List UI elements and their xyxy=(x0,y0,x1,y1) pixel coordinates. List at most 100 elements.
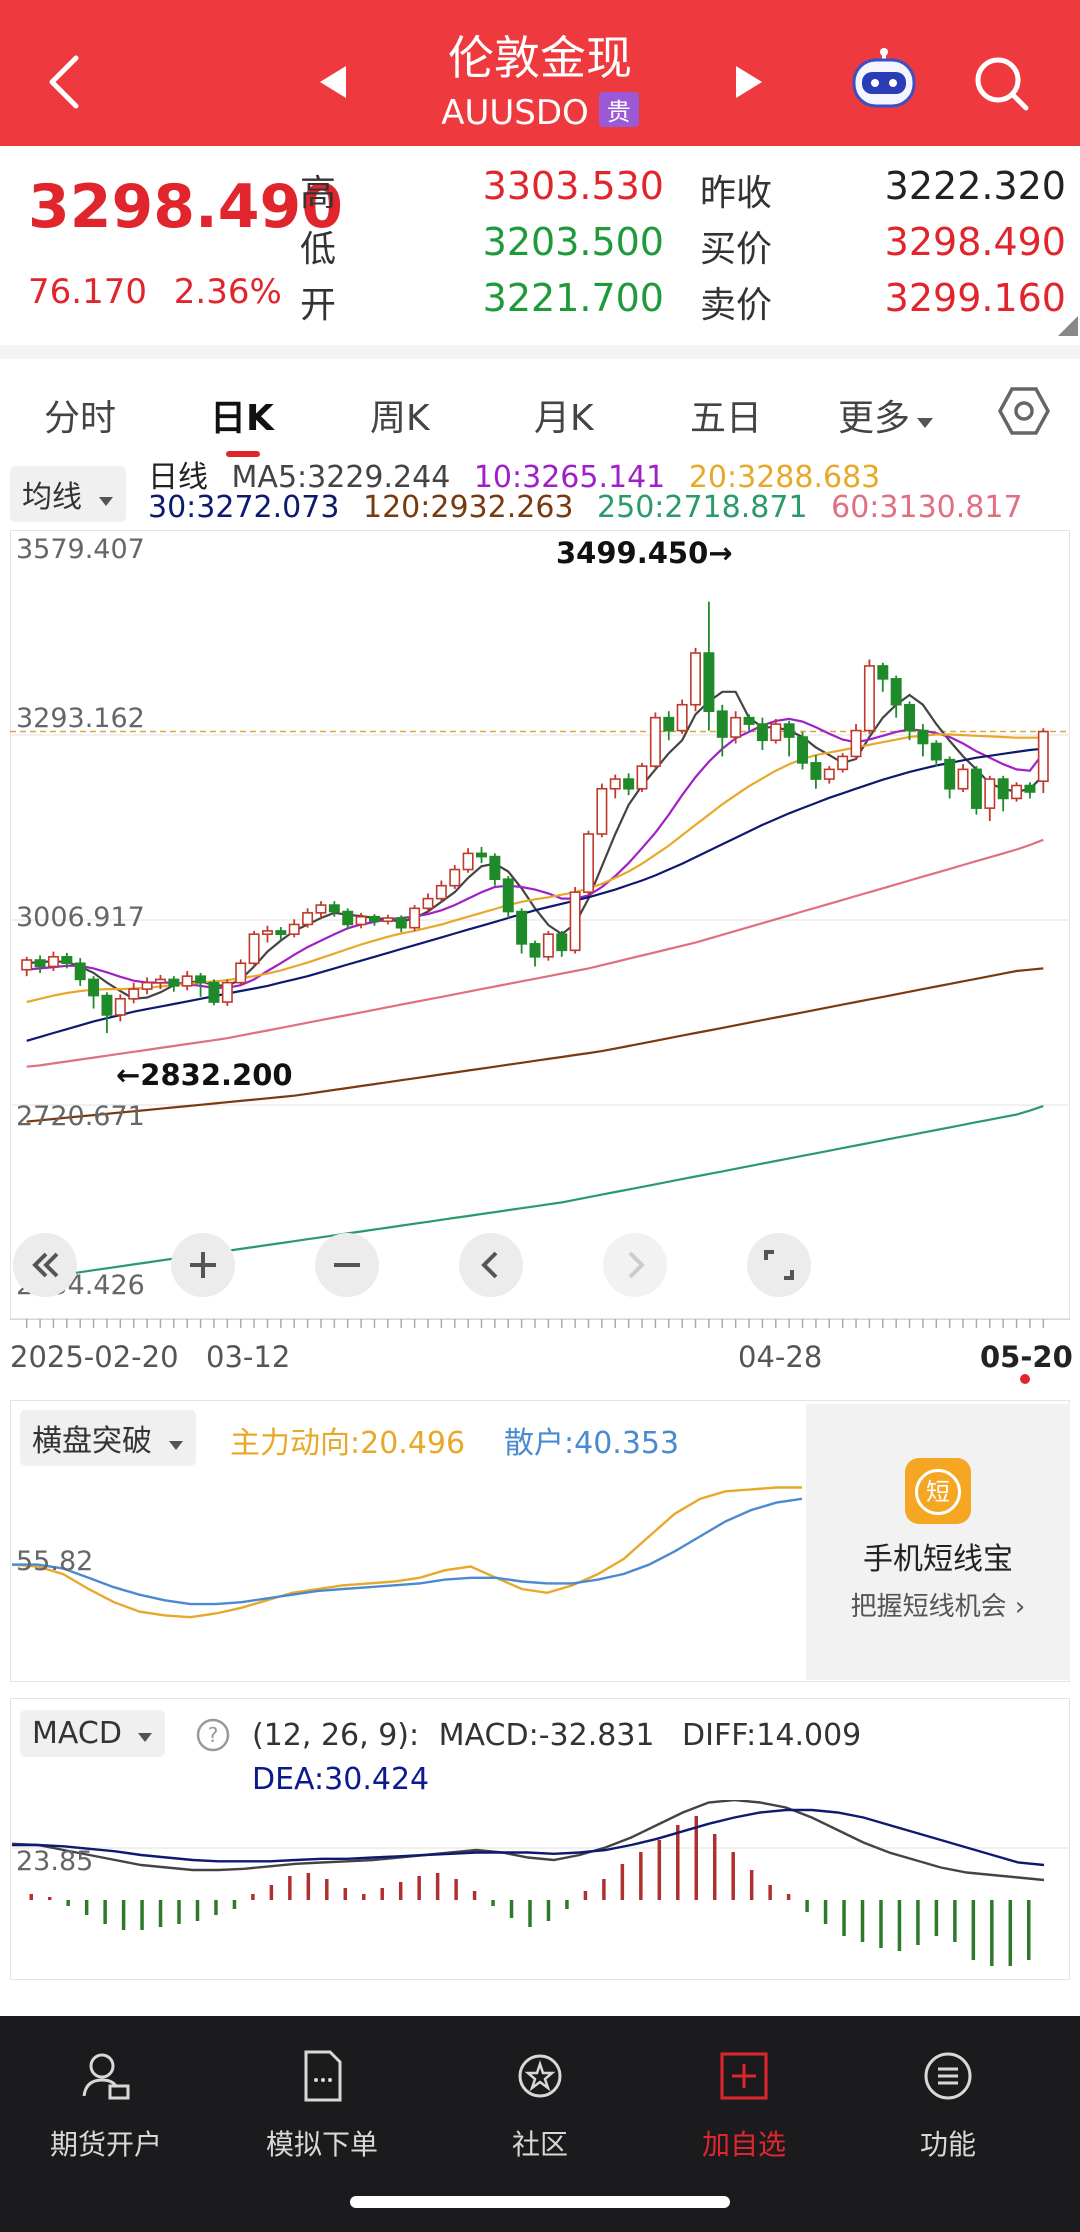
scroll-left-icon[interactable] xyxy=(458,1232,524,1298)
candle-body xyxy=(904,703,916,732)
x-label-apr: 04-28 xyxy=(738,1340,823,1374)
candle-body xyxy=(489,855,501,881)
home-indicator xyxy=(350,2196,730,2208)
chart-frame xyxy=(10,530,1070,1320)
candle-body xyxy=(409,907,421,929)
prev-instrument-icon[interactable] xyxy=(316,62,352,102)
help-icon[interactable]: ? xyxy=(196,1718,230,1752)
candle-body xyxy=(663,716,675,732)
rewind-icon[interactable] xyxy=(12,1232,78,1298)
candle-body xyxy=(88,978,100,997)
trend-indicator-selector[interactable]: 横盘突破 xyxy=(20,1410,196,1466)
candle-body xyxy=(275,930,287,935)
indicator-selector[interactable]: 均线 xyxy=(10,466,126,522)
ma-line-ma10 xyxy=(26,717,1045,989)
candle-body xyxy=(970,768,982,809)
prev-close-value: 3222.320 xyxy=(884,164,1066,208)
candle-body xyxy=(181,975,193,987)
nav-open-account[interactable]: 期货开户 xyxy=(16,2046,196,2163)
instrument-symbol: AUUSDO xyxy=(441,93,589,133)
next-instrument-icon[interactable] xyxy=(730,62,766,102)
candle-body xyxy=(248,933,260,965)
user-card-icon xyxy=(82,2053,130,2100)
trend-series-line xyxy=(12,1486,802,1619)
candle-body xyxy=(649,716,661,767)
low-label: 低 xyxy=(300,229,337,270)
instrument-code: AUUSDO 贵 xyxy=(0,92,1080,133)
star-community-icon xyxy=(518,2054,562,2098)
trend-indicator-label: 横盘突破 xyxy=(32,1424,152,1459)
promo-icon-glyph: 短 xyxy=(915,1469,961,1515)
tab-five-day[interactable]: 五日 xyxy=(690,398,763,439)
candle-body xyxy=(462,852,474,871)
candle-body xyxy=(569,891,581,952)
x-label-end: 05-20 xyxy=(980,1340,1073,1374)
trend-chart xyxy=(12,1486,802,1619)
candle-body xyxy=(957,768,969,790)
settings-hexagon-icon[interactable] xyxy=(998,385,1050,437)
open-label: 开 xyxy=(300,285,337,326)
candlestick-chart[interactable] xyxy=(10,530,1070,1320)
prev-close-label: 昨收 xyxy=(700,173,773,214)
nav-label: 模拟下单 xyxy=(265,2128,378,2161)
candle-body xyxy=(1037,730,1049,782)
macd-indicator-selector[interactable]: MACD xyxy=(20,1710,166,1757)
period-label: 日线 xyxy=(148,460,208,495)
candle-body xyxy=(596,787,608,835)
candle-body xyxy=(542,933,554,958)
candle-body xyxy=(756,723,768,742)
ask-value: 3299.160 xyxy=(884,276,1066,320)
candle-body xyxy=(195,975,207,984)
candle-body xyxy=(168,978,180,987)
candle-body xyxy=(997,778,1009,800)
candle-body xyxy=(288,923,300,935)
x-label-mar: 03-12 xyxy=(206,1340,291,1374)
candle-body xyxy=(1011,784,1023,800)
tab-more[interactable]: 更多 xyxy=(838,389,934,441)
nav-simulated-order[interactable]: 模拟下单 xyxy=(232,2046,412,2163)
candle-body xyxy=(74,962,86,981)
candle-body xyxy=(141,981,153,990)
scroll-right-icon[interactable] xyxy=(602,1232,668,1298)
ma-legend-row-1: 日线 MA5:3229.244 10:3265.141 20:3288.683 xyxy=(148,452,880,496)
candle-body xyxy=(810,762,822,780)
nav-functions[interactable]: 功能 xyxy=(858,2046,1038,2163)
diff-value: DIFF:14.009 xyxy=(682,1718,862,1753)
nav-add-watchlist[interactable]: 加自选 xyxy=(654,2046,834,2163)
nav-community[interactable]: 社区 xyxy=(450,2046,630,2163)
candle-body xyxy=(609,778,621,790)
candle-body xyxy=(1024,784,1036,793)
tab-intraday[interactable]: 分时 xyxy=(44,398,117,439)
fullscreen-icon[interactable] xyxy=(746,1232,812,1298)
tab-weekly-k[interactable]: 周K xyxy=(370,398,430,439)
candle-body xyxy=(877,665,889,680)
candle-body xyxy=(636,765,648,790)
search-icon[interactable] xyxy=(970,52,1034,116)
promo-card[interactable]: 短 手机短线宝 把握短线机会 › xyxy=(806,1404,1070,1680)
period-low-annotation: ←2832.200 xyxy=(116,1058,293,1092)
candle-body xyxy=(797,736,809,764)
tab-daily-k[interactable]: 日K xyxy=(210,398,274,439)
promo-icon: 短 xyxy=(905,1458,971,1524)
robot-assistant-icon[interactable] xyxy=(848,46,920,114)
zoom-out-icon[interactable] xyxy=(314,1232,380,1298)
tab-monthly-k[interactable]: 月K xyxy=(534,398,594,439)
macd-panel xyxy=(10,1698,1070,1980)
candle-body xyxy=(890,678,902,706)
low-value: 3203.500 xyxy=(482,220,664,264)
candle-body xyxy=(690,652,702,706)
candle-body xyxy=(944,758,956,790)
candle-body xyxy=(476,852,487,858)
macd-value: MACD:-32.831 xyxy=(438,1718,655,1753)
top-bar: 伦敦金现 AUUSDO 贵 xyxy=(0,0,1080,146)
back-icon[interactable] xyxy=(44,52,84,112)
candle-body xyxy=(449,868,461,887)
last-price: 3298.490 xyxy=(28,172,344,242)
macd-indicator-label: MACD xyxy=(32,1716,122,1751)
candle-body xyxy=(21,959,33,971)
macd-dea-line xyxy=(12,1808,1045,1867)
candle-body xyxy=(342,910,354,926)
zoom-in-icon[interactable] xyxy=(170,1232,236,1298)
corner-fold-icon xyxy=(1058,316,1078,336)
dropdown-caret-icon xyxy=(168,1441,183,1450)
